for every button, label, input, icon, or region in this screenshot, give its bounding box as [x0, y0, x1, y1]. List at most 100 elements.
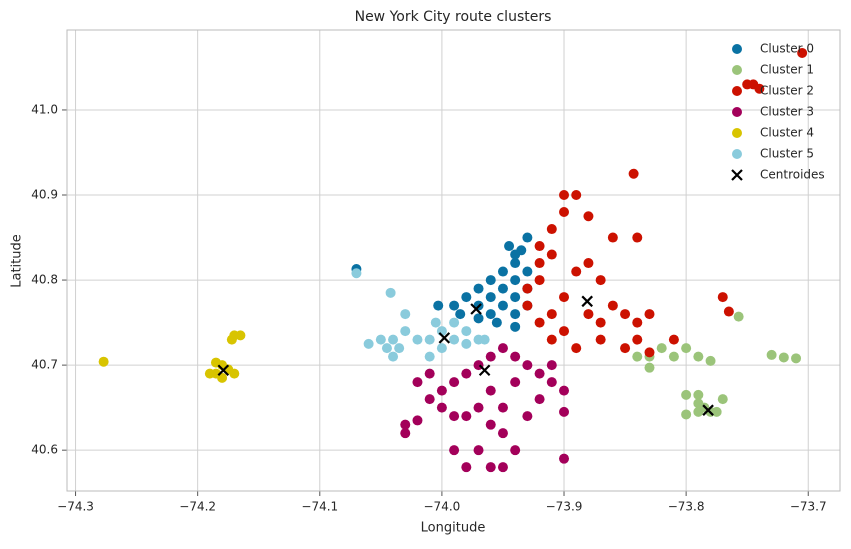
- point: [510, 258, 521, 269]
- point: [632, 317, 643, 328]
- point: [504, 241, 515, 252]
- x-tick-label: −74.0: [424, 500, 461, 514]
- point: [449, 445, 460, 456]
- point: [375, 334, 386, 345]
- point: [412, 415, 423, 426]
- point: [681, 389, 692, 400]
- point: [534, 317, 545, 328]
- point: [571, 343, 582, 354]
- chart-title: New York City route clusters: [355, 9, 552, 25]
- point: [381, 343, 392, 354]
- point: [473, 402, 484, 413]
- point: [534, 275, 545, 286]
- point: [583, 309, 594, 320]
- point: [607, 300, 618, 311]
- point: [522, 360, 533, 371]
- x-tick-label: −74.2: [179, 500, 216, 514]
- point: [229, 368, 240, 379]
- point: [632, 232, 643, 243]
- point: [412, 334, 423, 345]
- point: [449, 300, 460, 311]
- point: [491, 317, 502, 328]
- point: [693, 398, 704, 409]
- point: [522, 411, 533, 422]
- point: [510, 321, 521, 332]
- point: [400, 428, 411, 439]
- point: [400, 326, 411, 337]
- point: [644, 362, 655, 373]
- legend-label: Cluster 0: [760, 42, 814, 56]
- point: [461, 462, 472, 473]
- point: [522, 300, 533, 311]
- point: [766, 349, 777, 360]
- legend-marker: [732, 128, 742, 138]
- point: [693, 406, 704, 417]
- point: [430, 317, 441, 328]
- point: [394, 343, 405, 354]
- point: [632, 351, 643, 362]
- point: [485, 351, 496, 362]
- point: [497, 300, 508, 311]
- point: [455, 309, 466, 320]
- point: [644, 309, 655, 320]
- point: [424, 368, 435, 379]
- point: [497, 283, 508, 294]
- point: [546, 360, 557, 371]
- legend-marker: [732, 107, 742, 117]
- point: [400, 419, 411, 430]
- point: [510, 351, 521, 362]
- point: [510, 292, 521, 303]
- y-tick-label: 40.6: [31, 443, 58, 457]
- point: [656, 343, 667, 354]
- point: [559, 207, 570, 218]
- y-tick-label: 40.7: [31, 358, 58, 372]
- point: [534, 368, 545, 379]
- point: [693, 351, 704, 362]
- point: [485, 462, 496, 473]
- point: [497, 343, 508, 354]
- point: [473, 313, 484, 324]
- point: [461, 292, 472, 303]
- centroid: [438, 332, 451, 344]
- plot-frame: [66, 29, 841, 492]
- point: [559, 385, 570, 396]
- point: [522, 283, 533, 294]
- point: [791, 353, 802, 364]
- point: [559, 292, 570, 303]
- point: [595, 317, 606, 328]
- point: [436, 402, 447, 413]
- point: [571, 190, 582, 201]
- point: [412, 377, 423, 388]
- point: [461, 326, 472, 337]
- point: [668, 334, 679, 345]
- point: [693, 389, 704, 400]
- legend-label: Cluster 3: [760, 105, 814, 119]
- point: [778, 352, 789, 363]
- y-tick-label: 40.8: [31, 273, 58, 287]
- point: [510, 309, 521, 320]
- legend-marker: [732, 65, 742, 75]
- point: [204, 368, 215, 379]
- legend-marker: [732, 149, 742, 159]
- x-tick-label: −74.1: [301, 500, 338, 514]
- x-tick-label: −74.3: [57, 500, 94, 514]
- point: [546, 309, 557, 320]
- point: [98, 356, 109, 367]
- point: [433, 300, 444, 311]
- legend-label: Centroides: [760, 168, 825, 182]
- y-axis-label: Latitude: [10, 234, 25, 288]
- point: [559, 190, 570, 201]
- point: [681, 343, 692, 354]
- point: [485, 292, 496, 303]
- point: [711, 406, 722, 417]
- point: [485, 309, 496, 320]
- point: [559, 326, 570, 337]
- legend-marker: [732, 44, 742, 54]
- point: [620, 309, 631, 320]
- point: [424, 351, 435, 362]
- point: [583, 211, 594, 222]
- point: [534, 394, 545, 405]
- centroid: [478, 364, 491, 376]
- point: [351, 268, 362, 279]
